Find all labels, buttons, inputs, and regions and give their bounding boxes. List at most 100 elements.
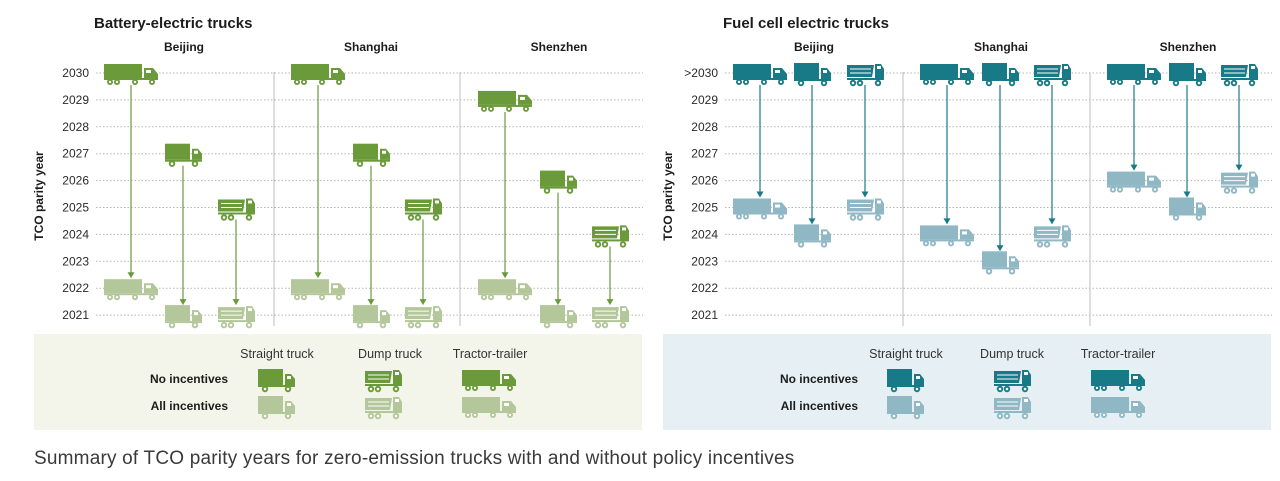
legend-no-incentives-tractor-trailer-icon	[1091, 370, 1145, 391]
change-arrow	[127, 85, 135, 279]
legend: Straight truck Dump truck Tractor-trailer N…	[34, 334, 642, 430]
all-incentives-tractor-trailer-icon	[291, 279, 345, 301]
city-header: Shanghai	[344, 40, 398, 54]
legend-type-label: Tractor-trailer	[453, 347, 528, 361]
legend: Straight truck Dump truck Tractor-trailer N…	[663, 334, 1271, 430]
y-tick-label: 2027	[62, 147, 89, 161]
y-tick-label: 2023	[691, 254, 718, 268]
all-incentives-tractor-trailer-icon	[733, 198, 787, 220]
no-incentives-dump-truck-icon	[847, 64, 884, 87]
change-arrow	[1048, 85, 1056, 225]
change-arrow	[367, 165, 375, 306]
no-incentives-tractor-trailer-icon	[291, 64, 345, 85]
y-tick-label: 2028	[691, 120, 718, 134]
change-arrow	[996, 85, 1004, 252]
no-incentives-tractor-trailer-icon	[478, 90, 532, 112]
change-arrow	[1235, 85, 1243, 171]
y-tick-label: 2029	[691, 93, 718, 107]
city-header: Shenzhen	[1160, 40, 1217, 54]
fcev-panel: Fuel cell electric trucks Beijing Shanghai…	[661, 15, 1272, 430]
legend-type-label: Dump truck	[358, 347, 423, 361]
y-tick-label: 2028	[62, 120, 89, 134]
legend-all-incentives-dump-truck-icon	[994, 397, 1031, 420]
no-incentives-dump-truck-icon	[405, 198, 442, 221]
legend-row-label: All incentives	[151, 399, 229, 413]
city-header: Shenzhen	[531, 40, 588, 54]
change-arrow	[943, 85, 951, 225]
no-incentives-dump-truck-icon	[218, 198, 255, 221]
all-incentives-dump-truck-icon	[592, 306, 629, 329]
figure-caption: Summary of TCO parity years for zero-emi…	[34, 448, 795, 469]
y-tick-label: 2024	[691, 227, 718, 241]
legend-type-label: Tractor-trailer	[1081, 347, 1156, 361]
change-arrow	[861, 85, 869, 198]
legend-type-label: Straight truck	[240, 347, 314, 361]
legend-box	[34, 334, 642, 430]
legend-row-label: No incentives	[150, 372, 228, 386]
all-incentives-dump-truck-icon	[1034, 225, 1071, 248]
no-incentives-dump-truck-icon	[592, 225, 629, 248]
change-arrow	[419, 219, 427, 306]
change-arrow	[554, 192, 562, 306]
change-arrow	[808, 85, 816, 225]
legend-all-incentives-tractor-trailer-icon	[462, 397, 516, 418]
y-tick-label: 2023	[62, 254, 89, 268]
all-incentives-tractor-trailer-icon	[104, 279, 158, 301]
y-tick-label: 2029	[62, 93, 89, 107]
change-arrow	[501, 111, 509, 279]
y-tick-label: 2025	[691, 201, 718, 215]
no-incentives-straight-truck-icon	[982, 63, 1019, 87]
legend-row-label: All incentives	[781, 399, 859, 413]
legend-all-incentives-dump-truck-icon	[365, 397, 402, 420]
city-header: Shanghai	[974, 40, 1028, 54]
all-incentives-straight-truck-icon	[353, 305, 390, 329]
all-incentives-straight-truck-icon	[794, 224, 831, 248]
all-incentives-straight-truck-icon	[540, 305, 577, 329]
change-arrow	[232, 219, 240, 306]
legend-no-incentives-dump-truck-icon	[365, 370, 402, 393]
change-arrow	[606, 246, 614, 306]
legend-all-incentives-straight-truck-icon	[887, 396, 924, 420]
all-incentives-tractor-trailer-icon	[920, 225, 974, 247]
y-axis-label: TCO parity year	[32, 151, 46, 241]
y-tick-label: >2030	[684, 66, 718, 80]
y-tick-label: 2021	[691, 308, 718, 322]
legend-no-incentives-straight-truck-icon	[887, 369, 924, 393]
legend-no-incentives-tractor-trailer-icon	[462, 370, 516, 391]
no-incentives-straight-truck-icon	[794, 63, 831, 87]
y-tick-label: 2024	[62, 227, 89, 241]
legend-no-incentives-straight-truck-icon	[258, 369, 295, 393]
bev-panel: Battery-electric trucks Beijing Shanghai Sh…	[32, 15, 643, 430]
all-incentives-straight-truck-icon	[165, 305, 202, 329]
legend-row-label: No incentives	[780, 372, 858, 386]
no-incentives-tractor-trailer-icon	[1107, 64, 1161, 85]
all-incentives-straight-truck-icon	[1169, 197, 1206, 221]
y-tick-label: 2022	[691, 281, 718, 295]
city-header: Beijing	[794, 40, 834, 54]
change-arrow	[1130, 85, 1138, 171]
y-tick-label: 2025	[62, 201, 89, 215]
change-arrow	[756, 85, 764, 198]
change-arrow	[1183, 85, 1191, 198]
all-incentives-dump-truck-icon	[847, 198, 884, 221]
no-incentives-straight-truck-icon	[1169, 63, 1206, 87]
no-incentives-tractor-trailer-icon	[104, 64, 158, 85]
y-tick-label: 2027	[691, 147, 718, 161]
all-incentives-dump-truck-icon	[1221, 171, 1258, 194]
no-incentives-dump-truck-icon	[1221, 64, 1258, 87]
no-incentives-straight-truck-icon	[165, 143, 202, 167]
all-incentives-dump-truck-icon	[405, 306, 442, 329]
y-tick-label: 2026	[62, 174, 89, 188]
y-tick-label: 2030	[62, 66, 89, 80]
all-incentives-tractor-trailer-icon	[1107, 171, 1161, 193]
change-arrow	[314, 85, 322, 279]
y-tick-label: 2021	[62, 308, 89, 322]
city-header: Beijing	[164, 40, 204, 54]
legend-all-incentives-straight-truck-icon	[258, 396, 295, 420]
tco-parity-figure: Battery-electric trucks Beijing Shanghai Sh…	[32, 15, 1272, 430]
panel-title: Fuel cell electric trucks	[723, 15, 889, 32]
y-tick-label: 2026	[691, 174, 718, 188]
no-incentives-straight-truck-icon	[540, 170, 577, 194]
legend-type-label: Dump truck	[980, 347, 1045, 361]
